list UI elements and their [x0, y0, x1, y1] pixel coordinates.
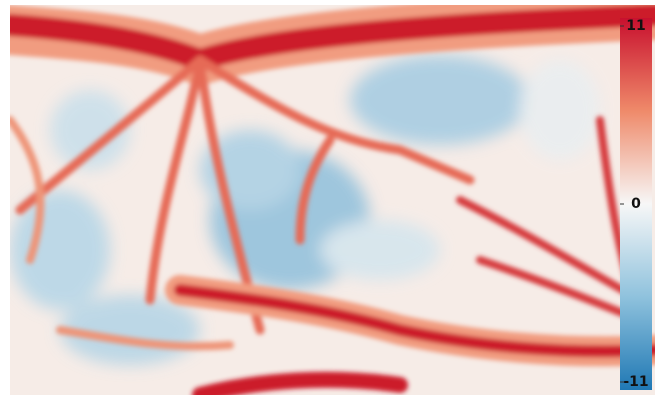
- colorbar-tick-label: 0: [631, 196, 641, 212]
- colorbar-tick-label: -11: [623, 374, 648, 390]
- elevation-raster: [10, 5, 655, 395]
- colorbar-tick-label: 11: [626, 18, 645, 34]
- map-view: (() => { const data = JSON.parse(documen…: [0, 0, 657, 406]
